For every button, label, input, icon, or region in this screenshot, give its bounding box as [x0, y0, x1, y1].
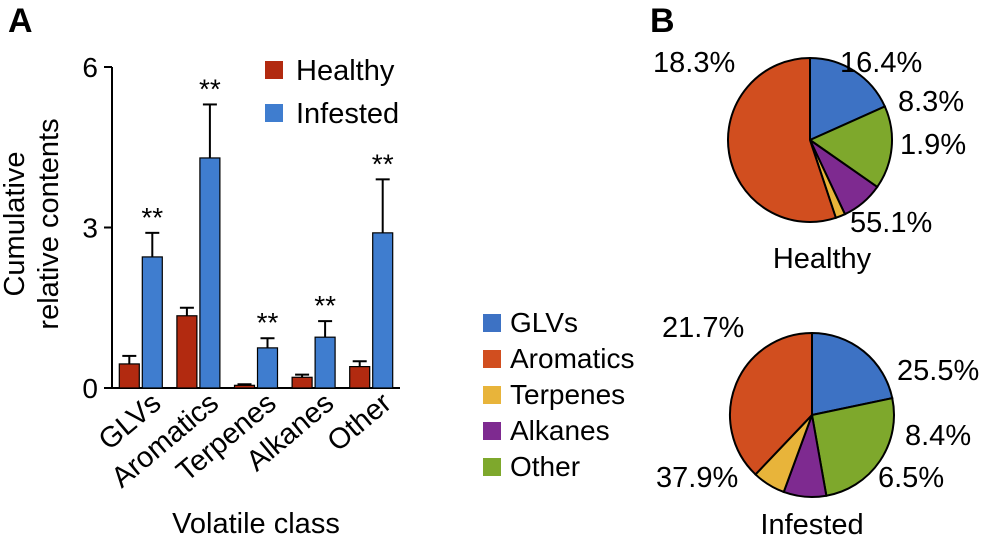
significance-label: ** [372, 148, 394, 179]
pie-slice-label: 6.5% [878, 462, 944, 494]
bar-infested-glvs [141, 256, 163, 389]
bar-infested-alkanes [314, 336, 336, 389]
legend-swatch-infested [265, 104, 283, 122]
pie-legend-label-glvs: GLVs [510, 307, 578, 338]
bar-healthy-terpenes [233, 384, 256, 389]
panel-label-b: B [650, 2, 675, 40]
pie-chart-panel: B 18.3% 16.4% 8.3% 1.9% 55.1% 21.7% 25.5% 8.4%… [483, 2, 979, 539]
significance-label: ** [141, 202, 163, 233]
pie-slice-other [807, 105, 893, 189]
bar-healthy-other [349, 366, 371, 389]
pie-legend-label-aromatics: Aromatics [510, 343, 634, 374]
legend-label-healthy: Healthy [296, 55, 395, 87]
x-axis-label: Volatile class [172, 508, 340, 539]
pie-legend-swatch-other [483, 458, 501, 476]
y-axis-label-line-1: Cumulative [0, 151, 31, 296]
pie-slice-label: 8.3% [898, 86, 964, 118]
pie-legend-swatch-terpenes [483, 386, 501, 404]
y-tick-label: 6 [82, 52, 98, 83]
bar-infested-other [372, 232, 394, 389]
pie-title-healthy: Healthy [773, 243, 872, 275]
pie-legend-label-terpenes: Terpenes [510, 379, 625, 410]
pie-healthy: 18.3% 16.4% 8.3% 1.9% 55.1% [653, 47, 966, 239]
panel-label-a: A [8, 2, 33, 40]
pie-slice-glvs [809, 56, 887, 142]
bar-infested-terpenes [256, 347, 279, 389]
legend-swatch-healthy [265, 61, 283, 79]
pie-slice-label: 55.1% [850, 207, 932, 239]
pie-slice-other [810, 396, 895, 497]
bar-infested-aromatics [199, 157, 221, 389]
bar-healthy-alkanes [291, 376, 313, 389]
significance-label: ** [199, 73, 221, 104]
pie-legend-swatch-glvs [483, 314, 501, 332]
x-tick-label-other: Other [322, 387, 398, 458]
pie-slice-label: 1.9% [900, 129, 966, 161]
pie-infested: 21.7% 25.5% 8.4% 6.5% 37.9% [656, 312, 979, 498]
y-tick-label: 0 [82, 373, 98, 404]
significance-label: ** [257, 307, 279, 338]
bar-legend: Healthy Infested [265, 55, 399, 130]
pie-slice-label: 8.4% [905, 420, 971, 452]
y-axis-label-line-2: relative contents [33, 118, 65, 329]
pie-legend-swatch-aromatics [483, 350, 501, 368]
bar-chart-panel: A Cumulative relative contents Volatile … [0, 2, 400, 539]
pie-title-infested: Infested [760, 509, 863, 539]
pie-slice-aromatics [729, 331, 813, 476]
significance-label: ** [314, 290, 336, 321]
pie-slice-label: 37.9% [656, 462, 738, 494]
pie-legend-label-alkanes: Alkanes [510, 415, 610, 446]
legend-label-infested: Infested [296, 98, 399, 130]
pie-legend: GLVs Aromatics Terpenes Alkanes Other [483, 307, 634, 482]
pie-slice-label: 18.3% [653, 47, 735, 79]
pie-slice-glvs [811, 331, 894, 417]
pie-slice-aromatics [727, 56, 838, 223]
pie-slice-label: 21.7% [662, 312, 744, 344]
bar-healthy-aromatics [176, 315, 198, 389]
pie-legend-label-other: Other [510, 451, 580, 482]
pie-slice-label: 25.5% [897, 355, 979, 387]
pie-legend-swatch-alkanes [483, 422, 501, 440]
y-tick-label: 3 [82, 213, 98, 244]
bar-healthy-glvs [118, 363, 140, 389]
pie-slice-label: 16.4% [840, 47, 922, 79]
